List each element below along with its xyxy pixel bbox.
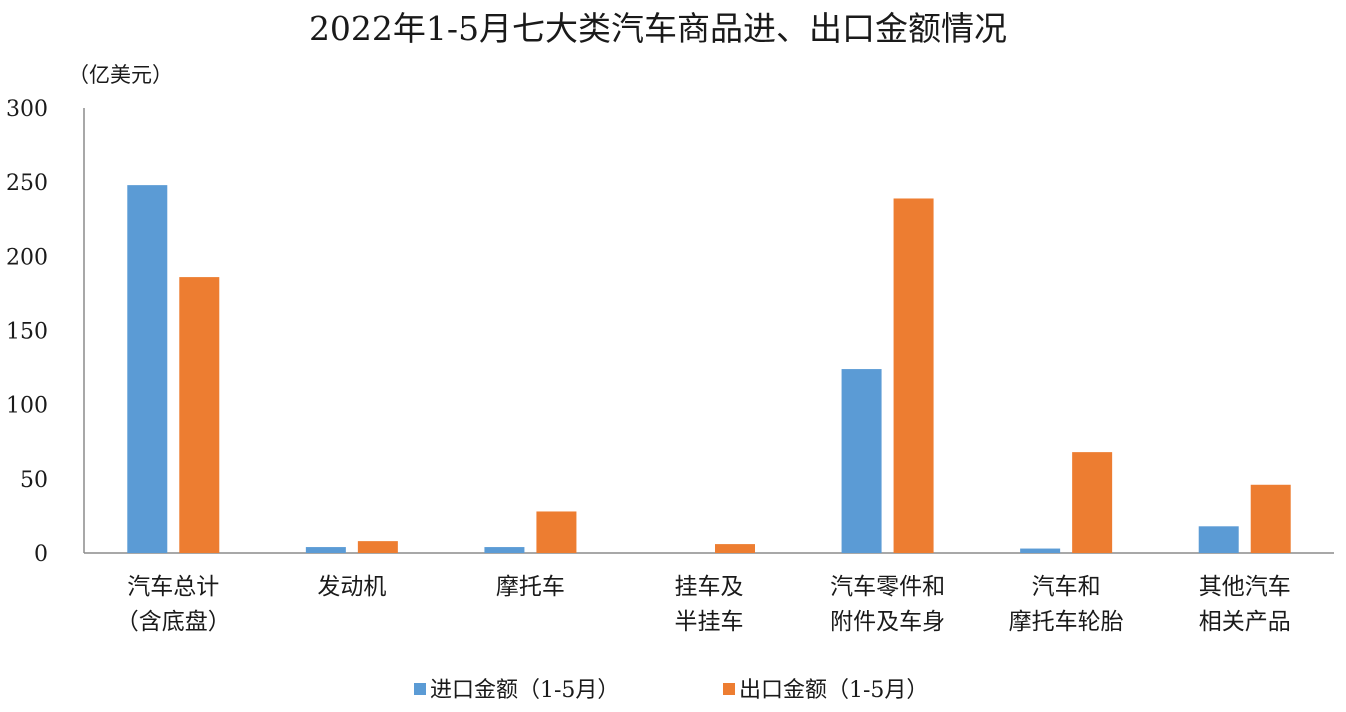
export-bar bbox=[715, 544, 755, 553]
y-axis-ticks: 0 50 100 150 200 250 300 bbox=[6, 97, 48, 567]
legend-swatch bbox=[414, 683, 426, 695]
legend-swatch bbox=[723, 683, 735, 695]
y-tick-label: 250 bbox=[6, 171, 48, 196]
y-tick-label: 100 bbox=[6, 394, 48, 419]
import-bar bbox=[1020, 548, 1061, 553]
y-tick-label: 200 bbox=[6, 245, 48, 270]
chart-title: 2022年1-5月七大类汽车商品进、出口金额情况 bbox=[309, 9, 1007, 48]
y-tick-label: 50 bbox=[20, 468, 48, 493]
category-label: 摩托车 bbox=[496, 574, 565, 600]
category-label: 相关产品 bbox=[1199, 609, 1291, 635]
import-bar bbox=[127, 185, 168, 553]
import-bar bbox=[1198, 526, 1239, 553]
y-axis-unit-label: （亿美元） bbox=[68, 63, 173, 87]
y-tick-label: 0 bbox=[34, 542, 48, 567]
category-label: 附件及车身 bbox=[830, 609, 945, 635]
import-bar bbox=[841, 369, 882, 553]
legend: 进口金额（1-5月） 出口金额（1-5月） bbox=[414, 678, 928, 703]
category-label: 半挂车 bbox=[675, 609, 744, 635]
import-bar bbox=[305, 547, 346, 553]
legend-label: 出口金额（1-5月） bbox=[739, 678, 928, 703]
category-label: 汽车和 bbox=[1032, 574, 1101, 600]
category-label: 汽车总计 bbox=[127, 574, 219, 600]
category-label: 挂车及 bbox=[675, 574, 744, 600]
y-tick-label: 150 bbox=[6, 320, 48, 345]
category-label: 摩托车轮胎 bbox=[1009, 609, 1124, 635]
export-bar bbox=[1250, 484, 1291, 553]
export-bar bbox=[179, 277, 220, 553]
category-label: （含底盘） bbox=[116, 609, 231, 635]
category-label: 汽车零件和 bbox=[830, 574, 945, 600]
export-bar bbox=[1072, 452, 1113, 553]
import-bar bbox=[484, 547, 525, 553]
bars-group bbox=[127, 185, 1291, 553]
export-bar bbox=[893, 198, 934, 553]
y-tick-label: 300 bbox=[6, 97, 48, 122]
category-label: 发动机 bbox=[317, 574, 386, 600]
export-bar bbox=[536, 511, 577, 553]
export-bar bbox=[357, 541, 398, 553]
legend-label: 进口金额（1-5月） bbox=[430, 678, 619, 703]
category-label: 其他汽车 bbox=[1199, 574, 1291, 600]
